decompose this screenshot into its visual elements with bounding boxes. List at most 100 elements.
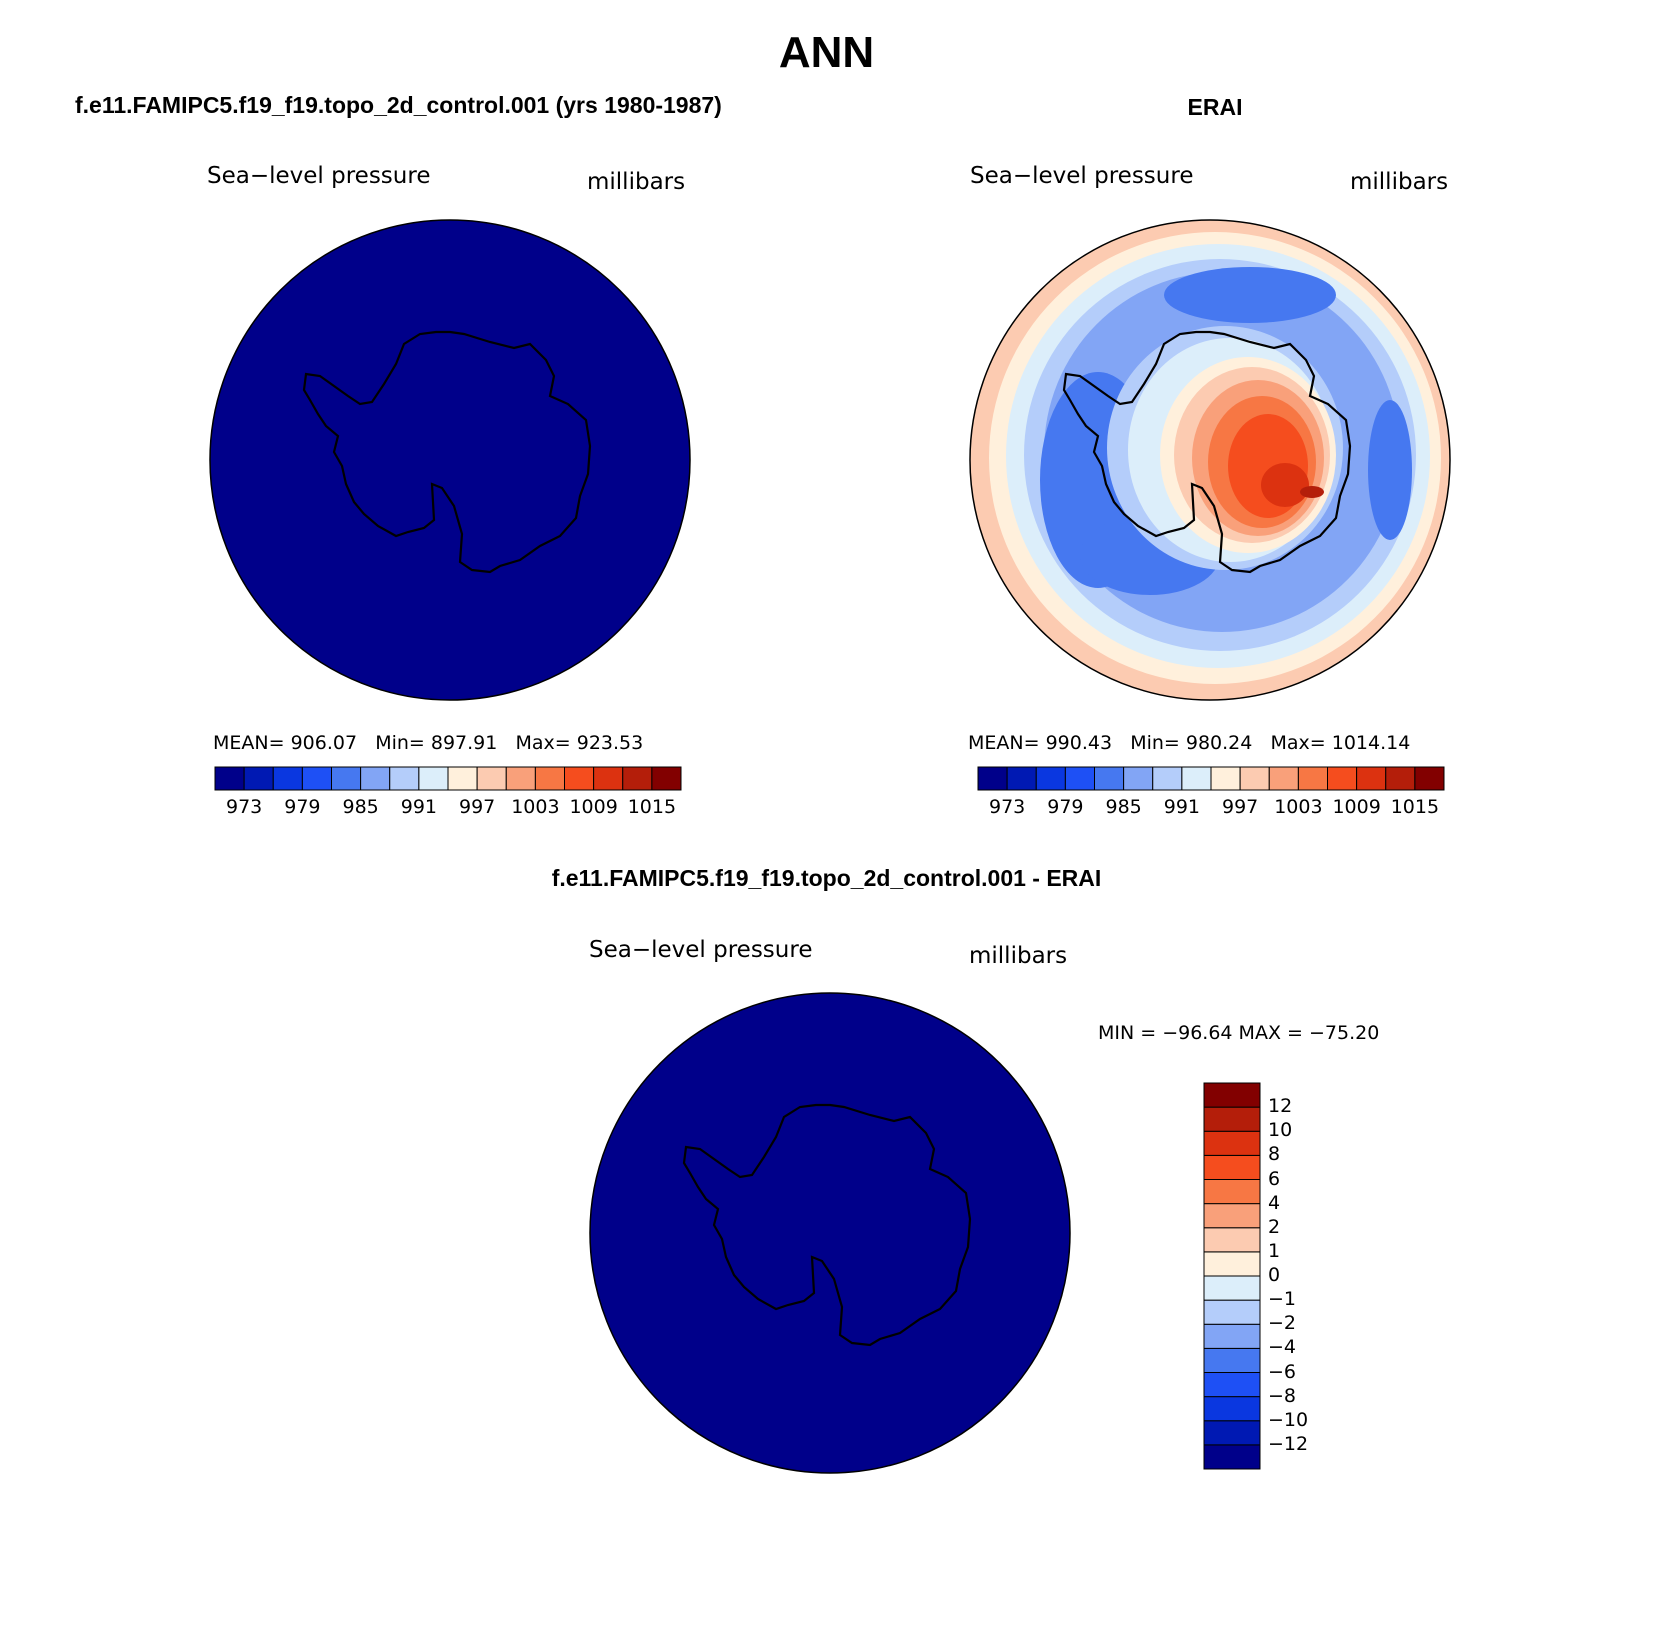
obs-colorbar-swatch <box>1006 766 1037 791</box>
model-stats: MEAN= 906.07 Min= 897.91 Max= 923.53 <box>213 732 643 754</box>
diff-colorbar-swatch <box>1203 1251 1261 1277</box>
diff-colorbar-tick-label: 8 <box>1268 1143 1281 1166</box>
diff-colorbar-tick-label: 10 <box>1268 1119 1293 1142</box>
obs-map-border <box>969 219 1451 701</box>
diff-colorbar-tick-label: −4 <box>1268 1336 1297 1359</box>
diff-variable-label: Sea−level pressure <box>589 937 813 963</box>
diff-map-fill <box>589 992 1071 1474</box>
obs-colorbar-tick-label: 997 <box>1221 796 1259 818</box>
model-colorbar-swatch <box>360 766 391 791</box>
obs-colorbar-tick-label: 979 <box>1047 796 1084 818</box>
diff-colorbar-tick-label: 4 <box>1268 1191 1281 1214</box>
obs-colorbar-swatch <box>1327 766 1358 791</box>
diff-colorbar-tick-label: −6 <box>1268 1360 1297 1383</box>
obs-colorbar-swatch <box>1210 766 1241 791</box>
model-max-label: Max= <box>515 732 571 754</box>
model-colorbar-swatch <box>301 766 332 791</box>
season-title: ANN <box>778 28 875 77</box>
diff-colorbar-tick-label: −12 <box>1268 1432 1309 1455</box>
obs-colorbar-tick-label: 1009 <box>1332 796 1381 818</box>
diff-colorbar-swatch <box>1203 1347 1261 1373</box>
diff-colorbar-tick-label: 0 <box>1268 1264 1281 1286</box>
obs-colorbar-swatch <box>1152 766 1183 791</box>
model-panel-title: f.e11.FAMIPC5.f19_f19.topo_2d_control.00… <box>75 92 722 118</box>
diff-colorbar-swatch <box>1203 1203 1261 1229</box>
diff-units-label: millibars <box>969 943 1068 969</box>
obs-colorbar-swatch <box>1035 766 1066 791</box>
model-colorbar-swatch <box>389 766 420 791</box>
diff-colorbar-swatch <box>1203 1372 1261 1398</box>
diff-colorbar-swatch <box>1203 1082 1261 1108</box>
diff-colorbar-tick-label: 12 <box>1268 1095 1293 1118</box>
obs-colorbar <box>977 766 1445 791</box>
obs-colorbar-swatch <box>1181 766 1212 791</box>
obs-min-label: Min= <box>1130 732 1180 754</box>
diff-colorbar-tick-label: −1 <box>1268 1288 1297 1311</box>
obs-ice-7 <box>1261 463 1309 507</box>
obs-max-label: Max= <box>1270 732 1326 754</box>
obs-colorbar-tick-label: 1003 <box>1274 796 1323 818</box>
model-variable-label: Sea−level pressure <box>207 163 431 189</box>
model-map-fill <box>209 219 691 701</box>
model-colorbar-swatch <box>214 766 245 791</box>
diff-colorbar-swatch <box>1203 1227 1261 1253</box>
diff-colorbar-tick-label: −10 <box>1268 1408 1309 1431</box>
model-colorbar <box>214 766 682 791</box>
diff-colorbar-swatch <box>1203 1396 1261 1422</box>
model-colorbar-swatch <box>622 766 653 791</box>
model-colorbar-swatch <box>418 766 449 791</box>
obs-colorbar-swatch <box>1094 766 1125 791</box>
obs-colorbar-tick-label: 985 <box>1105 796 1142 818</box>
obs-min-value: 980.24 <box>1185 732 1253 754</box>
obs-panel-title: ERAI <box>1187 94 1243 120</box>
diff-colorbar-tick-label: 1 <box>1268 1239 1281 1262</box>
obs-max-value: 1014.14 <box>1331 732 1411 754</box>
diff-colorbar-swatch <box>1203 1154 1261 1180</box>
model-colorbar-swatch <box>534 766 565 791</box>
model-colorbar-tick-label: 985 <box>342 796 379 818</box>
diff-colorbar-swatch <box>1203 1130 1261 1156</box>
model-colorbar-tick-label: 979 <box>284 796 321 818</box>
diff-map <box>589 992 1071 1474</box>
diff-colorbar-tick-label: −8 <box>1268 1384 1297 1407</box>
diff-colorbar <box>1203 1082 1261 1470</box>
model-colorbar-tick-label: 991 <box>400 796 437 818</box>
diff-colorbar-swatch <box>1203 1323 1261 1349</box>
obs-variable-label: Sea−level pressure <box>970 163 1194 189</box>
obs-colorbar-swatch <box>1064 766 1095 791</box>
model-colorbar-swatch <box>651 766 682 791</box>
obs-colorbar-tick-label: 1015 <box>1390 796 1440 818</box>
diff-colorbar-swatch <box>1203 1299 1261 1325</box>
model-colorbar-swatch <box>272 766 303 791</box>
diff-colorbar-swatch <box>1203 1444 1261 1470</box>
obs-mean-value: 990.43 <box>1045 732 1113 754</box>
obs-units-label: millibars <box>1350 169 1449 195</box>
model-colorbar-swatch <box>505 766 536 791</box>
diff-range-text: MIN = −96.64 MAX = −75.20 <box>1098 1022 1380 1044</box>
model-min-value: 897.91 <box>430 732 498 754</box>
model-colorbar-swatch <box>331 766 362 791</box>
model-max-value: 923.53 <box>576 732 644 754</box>
model-colorbar-swatch <box>564 766 595 791</box>
diff-colorbar-swatch <box>1203 1275 1261 1301</box>
model-colorbar-swatch <box>243 766 274 791</box>
diff-colorbar-tick-label: 6 <box>1268 1167 1281 1190</box>
obs-colorbar-tick-label: 973 <box>988 796 1026 818</box>
obs-colorbar-swatch <box>1268 766 1299 791</box>
obs-low-north <box>1164 267 1336 323</box>
model-map <box>209 219 691 701</box>
diff-colorbar-swatch <box>1203 1179 1261 1205</box>
obs-colorbar-swatch <box>1414 766 1445 791</box>
model-mean-value: 906.07 <box>290 732 358 754</box>
obs-colorbar-swatch <box>1239 766 1270 791</box>
obs-ice-8 <box>1300 486 1324 498</box>
obs-colorbar-swatch <box>1123 766 1154 791</box>
model-colorbar-swatch <box>476 766 507 791</box>
diff-colorbar-tick-label: −2 <box>1268 1312 1297 1335</box>
model-colorbar-tick-label: 1003 <box>511 796 560 818</box>
model-colorbar-swatch <box>447 766 478 791</box>
obs-mean-label: MEAN= <box>968 732 1040 754</box>
model-min-label: Min= <box>375 732 425 754</box>
obs-colorbar-swatch <box>1356 766 1387 791</box>
diff-colorbar-swatch <box>1203 1106 1261 1132</box>
